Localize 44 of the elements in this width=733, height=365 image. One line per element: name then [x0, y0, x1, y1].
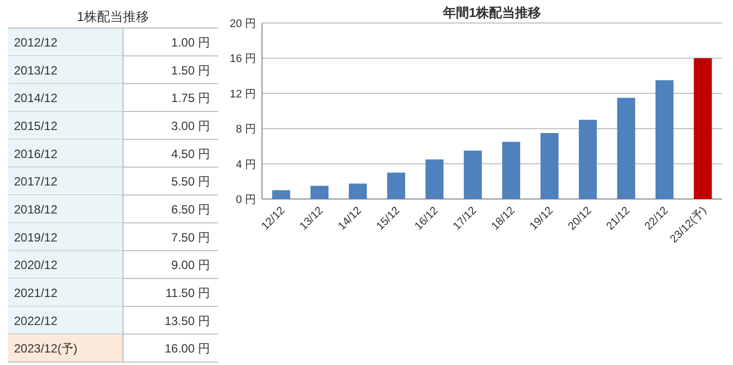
bar [502, 142, 520, 199]
y-tick-label: 12 円 [230, 88, 256, 100]
bar [694, 58, 712, 199]
y-tick-label: 8 円 [236, 124, 256, 136]
text: 2022/12 [14, 314, 58, 328]
text: 5.50 円 [171, 174, 210, 189]
text: 2013/12 [14, 63, 58, 78]
bar [656, 80, 674, 199]
text: 1株配当推移 [76, 9, 150, 24]
chart-title: 年間1株配当推移 [442, 5, 542, 20]
text: 1.00 円 [171, 35, 210, 50]
text: 2020/12 [14, 258, 58, 272]
bar [426, 159, 444, 199]
text: 16.00 円 [164, 342, 210, 356]
text: 13.50 円 [164, 314, 210, 328]
text: 2015/12 [14, 118, 58, 133]
y-tick-label: 0 円 [236, 194, 256, 206]
text: 1.75 円 [171, 91, 210, 106]
text: 1.50 円 [171, 63, 210, 78]
text: 2016/12 [14, 146, 58, 161]
bar [617, 98, 636, 199]
text: 11.50 円 [166, 286, 210, 300]
text: 2018/12 [14, 202, 58, 216]
text: 2014/12 [14, 91, 58, 106]
text: 2017/12 [14, 174, 58, 189]
bar [348, 184, 367, 199]
bar [464, 150, 482, 199]
bar [578, 120, 597, 199]
bar [387, 172, 406, 199]
bar [310, 186, 328, 199]
text: 2021/12 [14, 286, 58, 300]
text: 2023/12(予) [14, 342, 78, 356]
text: 7.50 円 [171, 230, 210, 244]
text: 4.50 円 [171, 146, 210, 161]
text: 3.00 円 [171, 118, 210, 133]
y-tick-label: 4 円 [236, 158, 256, 171]
text: 6.50 円 [171, 202, 210, 216]
bar [272, 190, 290, 199]
text: 2019/12 [14, 230, 58, 244]
y-tick-label: 16 円 [230, 53, 256, 66]
text: 2012/12 [14, 35, 58, 50]
text: 9.00 円 [171, 258, 210, 272]
bar [540, 133, 558, 199]
y-tick-label: 20 円 [230, 18, 256, 30]
